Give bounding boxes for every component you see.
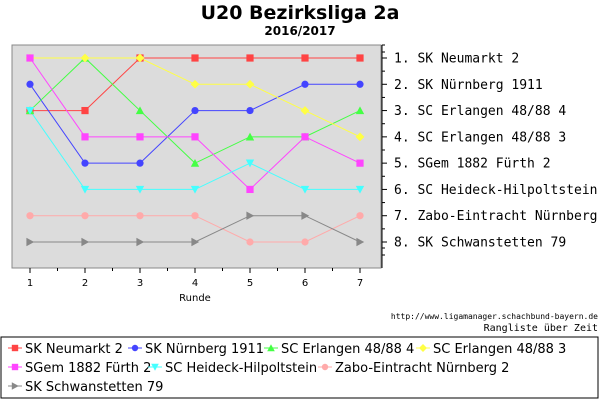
- legend: SK Neumarkt 2 SK Nürnberg 1911 SC Erlangen…: [8, 342, 566, 395]
- legend-entry: SC Heideck-Hilpoltstein: [165, 361, 317, 376]
- legend-marker: [151, 363, 159, 371]
- ranking-label: 1. SK Neumarkt 2: [394, 52, 519, 67]
- x-tick-label: 1: [27, 278, 33, 289]
- legend-marker: [419, 344, 427, 352]
- legend-entry: Zabo-Eintracht Nürnberg 2: [335, 361, 509, 376]
- x-axis: 1 2 3 4 5 6 7: [27, 268, 363, 289]
- data-point: [246, 106, 254, 115]
- chart-note: Rangliste über Zeit: [484, 323, 598, 334]
- data-point: [81, 106, 89, 115]
- ranking-label: 5. SGem 1882 Fürth 2: [394, 157, 551, 172]
- data-point: [135, 185, 145, 194]
- data-point: [356, 54, 364, 62]
- source-credit: http://www.ligamanager.schachbund-bayern…: [391, 312, 598, 321]
- legend-entry: SK Neumarkt 2: [25, 342, 123, 357]
- right-axis: [381, 44, 387, 268]
- data-point: [26, 237, 35, 247]
- data-point: [246, 185, 254, 194]
- legend-marker: [131, 344, 139, 352]
- legend-marker: [11, 344, 19, 352]
- x-tick-label: 6: [302, 278, 308, 289]
- data-point: [245, 159, 255, 168]
- x-tick-label: 7: [357, 278, 363, 289]
- data-point: [190, 158, 200, 167]
- legend-marker: [321, 363, 329, 371]
- data-point: [301, 133, 309, 141]
- data-point: [301, 211, 310, 220]
- data-point: [136, 212, 144, 220]
- data-point: [356, 80, 364, 88]
- data-point: [136, 159, 144, 167]
- data-point: [25, 106, 35, 115]
- data-point: [191, 54, 199, 62]
- plot-area: [11, 44, 382, 269]
- data-point: [245, 132, 255, 141]
- data-point: [245, 79, 255, 89]
- data-point: [80, 53, 90, 63]
- legend-entry: SGem 1882 Fürth 2: [25, 361, 151, 376]
- legend-entry: SC Erlangen 48/88 4: [281, 342, 414, 357]
- data-point: [26, 54, 34, 62]
- chart-title: U20 Bezirksliga 2a: [201, 2, 400, 24]
- data-point: [191, 106, 199, 115]
- data-point: [356, 237, 365, 247]
- x-tick-label: 4: [192, 278, 198, 289]
- x-tick-label: 2: [82, 278, 88, 289]
- data-point: [26, 80, 34, 88]
- ranking-label: 7. Zabo-Eintracht Nürnberg 2: [394, 209, 600, 224]
- ranking-label: 6. SC Heideck-Hilpoltstein: [394, 183, 598, 198]
- data-point: [190, 79, 200, 89]
- data-point: [246, 238, 254, 246]
- data-point: [300, 106, 310, 115]
- x-tick-label: 5: [247, 278, 253, 289]
- data-point: [301, 238, 309, 246]
- data-point: [301, 54, 309, 62]
- data-point: [355, 106, 365, 115]
- data-point: [246, 211, 255, 220]
- data-point: [300, 185, 310, 194]
- data-point: [81, 159, 89, 167]
- legend-marker: [11, 382, 19, 390]
- data-point: [191, 133, 199, 141]
- data-point: [355, 185, 365, 194]
- legend-entry: SC Erlangen 48/88 3: [433, 342, 566, 357]
- ranking-label: 2. SK Nürnberg 1911: [394, 78, 543, 93]
- ranking-label: 3. SC Erlangen 48/88 4: [394, 104, 566, 119]
- x-axis-label: Runde: [179, 293, 211, 304]
- data-point: [356, 159, 364, 167]
- data-point: [246, 54, 254, 62]
- ranking-labels: 1. SK Neumarkt 2 2. SK Nürnberg 1911 3. SC…: [394, 52, 600, 251]
- data-point: [136, 237, 145, 247]
- data-point: [135, 106, 145, 115]
- data-point: [81, 212, 89, 220]
- ranking-label: 8. SK Schwanstetten 79: [394, 236, 566, 251]
- chart-subtitle: 2016/2017: [264, 24, 335, 38]
- legend-marker: [11, 363, 19, 371]
- ranking-label: 4. SC Erlangen 48/88 3: [394, 130, 566, 145]
- data-point: [81, 133, 89, 141]
- data-point: [136, 133, 144, 141]
- data-point: [190, 185, 200, 194]
- legend-marker: [267, 344, 275, 352]
- data-point: [26, 212, 34, 220]
- legend-entry: SK Schwanstetten 79: [25, 380, 163, 395]
- data-point: [356, 212, 364, 220]
- legend-box: [0, 336, 599, 399]
- series-markers: [25, 53, 365, 247]
- data-point: [80, 185, 90, 194]
- data-point: [81, 237, 90, 247]
- data-point: [355, 132, 365, 142]
- data-point: [301, 80, 309, 88]
- data-point: [191, 212, 199, 220]
- x-tick-label: 3: [137, 278, 143, 289]
- data-point: [191, 237, 200, 247]
- data-point: [135, 53, 145, 63]
- legend-entry: SK Nürnberg 1911: [145, 342, 264, 357]
